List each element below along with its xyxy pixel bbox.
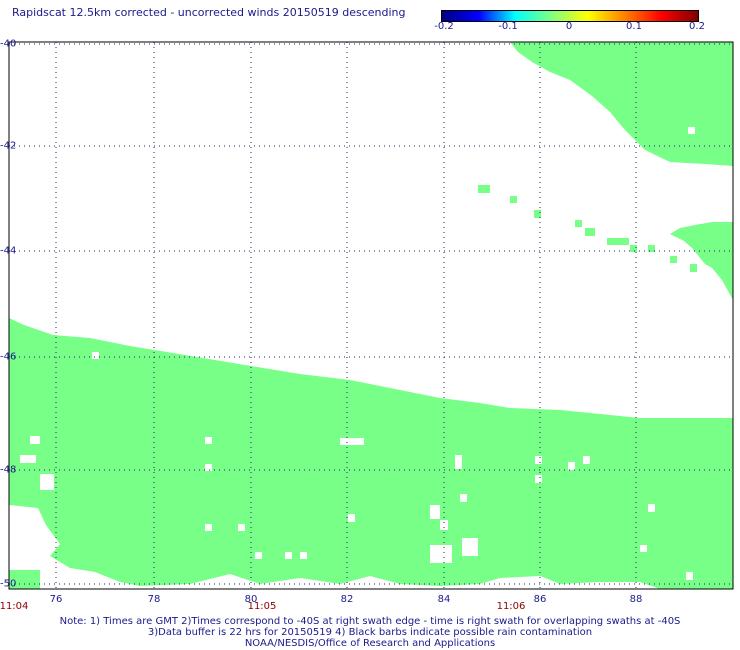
data-gap [640, 545, 647, 552]
lat-label: -46 [0, 351, 17, 363]
data-gap [688, 127, 695, 134]
swath-right-edge [676, 166, 733, 300]
map-frame [8, 41, 734, 590]
swath-pixel [585, 228, 595, 236]
data-gap [430, 545, 452, 563]
time-label: 11:04 [0, 601, 29, 612]
data-gap [648, 504, 655, 512]
lon-label: 80 [244, 594, 258, 605]
footnote-line-2: 3)Data buffer is 22 hrs for 20150519 4) … [147, 627, 593, 638]
lon-label: 88 [629, 594, 643, 605]
lat-label: -44 [0, 245, 17, 257]
data-gap [255, 552, 262, 559]
swath-pixel [690, 264, 697, 272]
data-gap [205, 524, 212, 531]
swath-top-band [510, 42, 733, 166]
data-gap [285, 552, 292, 559]
wind-difference-fill [9, 42, 733, 589]
lat-label: -40 [0, 38, 17, 50]
data-gap [348, 514, 355, 522]
swath-lower-corner [9, 570, 40, 589]
data-gap [40, 474, 54, 490]
data-gap [300, 552, 307, 559]
data-gap [460, 494, 467, 502]
data-gap [205, 464, 212, 471]
colorbar-tick: 0 [565, 21, 573, 32]
swath-pixel [478, 185, 490, 193]
time-label: 11:05 [247, 601, 277, 612]
colorbar [441, 10, 699, 22]
lat-label: -50 [0, 578, 17, 590]
colorbar-tick: -0.1 [498, 21, 518, 32]
data-gap [205, 437, 212, 444]
data-gap [238, 524, 245, 531]
data-gap [535, 456, 542, 464]
swath-lower [9, 318, 733, 589]
data-gap [686, 572, 693, 580]
swath-pixel [648, 245, 655, 252]
data-gap [535, 475, 542, 483]
data-gap [92, 352, 99, 359]
swath-pixel [534, 210, 541, 218]
colorbar-tick: 0.2 [689, 21, 705, 32]
data-gap [662, 408, 669, 416]
map-title: Rapidscat 12.5km corrected - uncorrected… [12, 6, 406, 19]
footnote-line-1: Note: 1) Times are GMT 2)Times correspon… [59, 616, 681, 627]
lon-label: 76 [49, 594, 63, 605]
data-gap [455, 455, 462, 469]
lat-label: -42 [0, 140, 17, 152]
data-gap [430, 505, 440, 519]
data-gap [568, 462, 575, 470]
lon-label: 84 [437, 594, 451, 605]
data-gap [440, 520, 448, 530]
lon-label: 82 [340, 594, 354, 605]
data-gap [340, 438, 364, 445]
data-gap [20, 455, 36, 463]
data-gap [30, 436, 40, 444]
lon-label: 86 [533, 594, 547, 605]
data-gap [462, 538, 478, 556]
lon-label: 78 [147, 594, 161, 605]
lat-label: -48 [0, 464, 17, 476]
time-label: 11:06 [496, 601, 526, 612]
lat-lon-grid [9, 42, 733, 589]
swath-pixel [630, 245, 637, 252]
swath-pixel [510, 196, 517, 203]
swath-pixel [670, 256, 677, 263]
swath-pixel [575, 220, 582, 227]
data-gap [583, 456, 590, 464]
swath-pixel [607, 238, 629, 245]
footnote-line-3: NOAA/NESDIS/Office of Research and Appli… [244, 638, 496, 649]
colorbar-tick: -0.2 [434, 21, 454, 32]
colorbar-tick: 0.1 [626, 21, 642, 32]
